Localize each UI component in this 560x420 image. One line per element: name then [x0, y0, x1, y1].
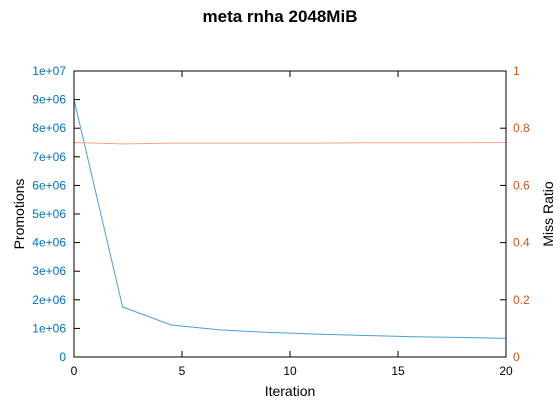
y-axis-label-left: Promotions: [11, 179, 27, 250]
x-tick-label: 20: [499, 364, 513, 378]
left-axis-ticks: 0 1e+06 2e+06 3e+06 4e+06 5e+06 6e+06 7e+06 8e+0…: [32, 64, 80, 364]
y-right-tick-label: 0.2: [513, 293, 530, 307]
y-left-tick-label: 3e+06: [32, 264, 66, 278]
x-tick-label: 10: [283, 364, 297, 378]
y-left-tick-label: 8e+06: [32, 121, 66, 135]
y-left-tick-label: 5e+06: [32, 207, 66, 221]
y-left-tick-label: 1e+06: [32, 321, 66, 335]
x-tick-label: 15: [391, 364, 405, 378]
y-left-tick-label: 0: [59, 350, 66, 364]
series-layer: [73, 99, 507, 339]
y-left-tick-label: 6e+06: [32, 178, 66, 192]
y-right-tick-label: 1: [513, 64, 520, 78]
y-left-tick-label: 9e+06: [32, 93, 66, 107]
y-right-tick-label: 0.8: [513, 121, 530, 135]
y-left-tick-label: 1e+07: [32, 64, 66, 78]
right-axis-ticks: 0 0.2 0.4 0.6 0.8 1: [500, 64, 530, 364]
plot-frame: [73, 70, 507, 358]
y-right-tick-label: 0.4: [513, 236, 530, 250]
promotions-series-line: [73, 99, 507, 339]
y-left-tick-label: 7e+06: [32, 150, 66, 164]
y-left-tick-label: 2e+06: [32, 293, 66, 307]
x-tick-label: 0: [71, 364, 78, 378]
chart-title: meta rnha 2048MiB: [203, 7, 358, 26]
y-right-tick-label: 0.6: [513, 178, 530, 192]
y-right-tick-label: 0: [513, 350, 520, 364]
miss-ratio-series-line: [73, 142, 507, 145]
x-axis-ticks: 0 5 10 15 20: [71, 71, 513, 378]
y-left-tick-label: 4e+06: [32, 236, 66, 250]
x-tick-label: 5: [179, 364, 186, 378]
x-axis-label: Iteration: [265, 383, 316, 399]
y-axis-label-right: Miss Ratio: [540, 181, 556, 247]
